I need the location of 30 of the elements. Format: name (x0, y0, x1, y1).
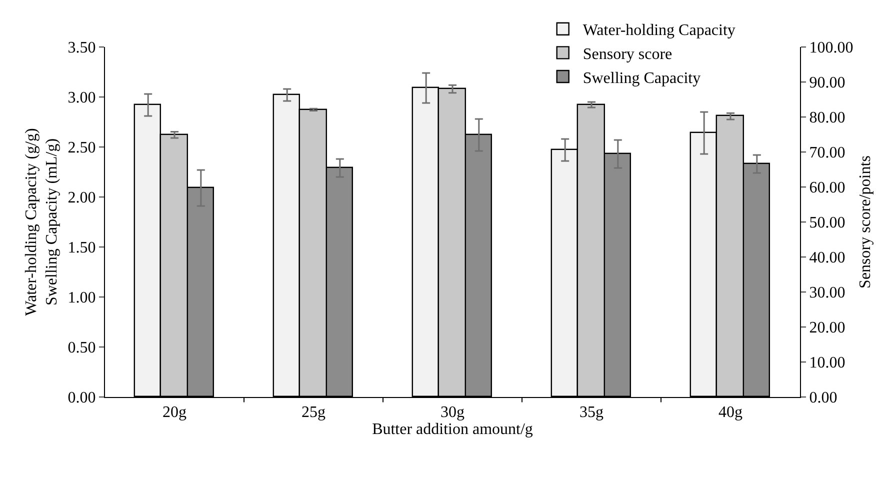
y2-tick-label: 100.00 (809, 40, 854, 57)
x-tick-label: 30g (440, 404, 464, 422)
x-axis-title: Butter addition amount/g (372, 421, 533, 438)
y-tick-label: 1.50 (68, 240, 96, 257)
y-tick-label: 0.50 (68, 340, 96, 357)
y2-tick-label: 10.00 (809, 354, 846, 372)
y2-tick-label: 30.00 (809, 284, 846, 302)
y2-tick-label: 40.00 (809, 250, 846, 267)
x-tick-label: 20g (162, 404, 186, 422)
y-tick-label: 2.50 (68, 140, 96, 157)
y-tick-label: 3.50 (68, 40, 96, 57)
y2-tick-label: 20.00 (809, 320, 846, 337)
y2-tick-label: 60.00 (809, 180, 846, 197)
y2-axis-title: Sensory score/points (856, 156, 874, 288)
x-tick-label: 40g (718, 404, 742, 422)
y-tick-label: 1.00 (68, 290, 96, 307)
legend-label: Swelling Capacity (582, 70, 701, 87)
x-tick-label: 35g (580, 404, 604, 422)
y2-tick-label: 50.00 (809, 214, 846, 232)
y-tick-label: 0.00 (68, 390, 96, 407)
legend-label: Sensory score (582, 46, 672, 63)
y2-tick-label: 70.00 (809, 144, 846, 162)
y2-tick-label: 90.00 (809, 74, 846, 92)
y2-tick-label: 80.00 (809, 110, 846, 127)
y-tick-label: 2.00 (68, 190, 96, 207)
y-axis-title: Water-holding Capacity (g/g) Swelling Capacity (mL/g) (22, 128, 61, 316)
legend-label: Water-holding Capacity (582, 22, 736, 40)
y-tick-label: 3.00 (68, 90, 96, 107)
y2-tick-label: 0.00 (809, 390, 838, 407)
x-tick-label: 25g (302, 404, 326, 422)
